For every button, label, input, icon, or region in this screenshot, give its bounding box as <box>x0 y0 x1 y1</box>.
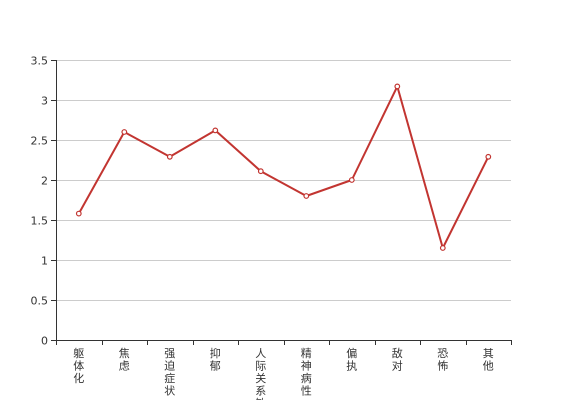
axes <box>51 60 512 345</box>
y-tick-label: 1.5 <box>31 215 49 228</box>
x-category-label: 躯体化 <box>73 347 84 385</box>
y-tick-label: 2.5 <box>31 135 49 148</box>
y-tick-label: 2 <box>41 175 48 188</box>
x-category-label: 偏执 <box>346 346 357 373</box>
y-tick-label: 3.5 <box>31 55 49 68</box>
x-category-label: 焦虑 <box>119 347 130 373</box>
data-point-marker[interactable] <box>485 153 492 160</box>
data-point-marker[interactable] <box>121 129 128 135</box>
y-tick-label: 1 <box>41 255 48 268</box>
data-point-marker[interactable] <box>348 177 355 183</box>
series-layer <box>75 83 492 251</box>
y-tick-label: 3 <box>41 95 48 108</box>
x-category-label: 精神病性 <box>301 347 312 398</box>
x-category-label: 敌对 <box>392 346 403 373</box>
x-category-label: 恐怖 <box>437 347 448 373</box>
x-category-label: 人际关系敏 <box>255 347 266 400</box>
data-point-marker[interactable] <box>394 83 401 90</box>
grid-lines <box>56 60 511 301</box>
x-category-label: 抑郁 <box>210 346 221 373</box>
data-point-marker[interactable] <box>166 153 173 160</box>
series-line <box>77 85 490 249</box>
data-point-marker[interactable] <box>212 127 219 134</box>
data-point-marker[interactable] <box>257 168 264 175</box>
data-point-marker[interactable] <box>75 210 82 217</box>
tick-labels: 0 0.5 1 1.5 2 2.5 3 3.5 躯体化 焦虑 强迫症状 抑郁 人际关系敏 精神病性 偏执 敌对… <box>31 55 494 400</box>
x-category-label: 其他 <box>483 347 494 373</box>
data-point-marker[interactable] <box>439 245 446 251</box>
x-category-label: 强迫症状 <box>164 347 175 398</box>
y-tick-label: 0.5 <box>31 295 49 308</box>
data-point-marker[interactable] <box>303 193 310 199</box>
y-tick-label: 0 <box>41 335 48 348</box>
